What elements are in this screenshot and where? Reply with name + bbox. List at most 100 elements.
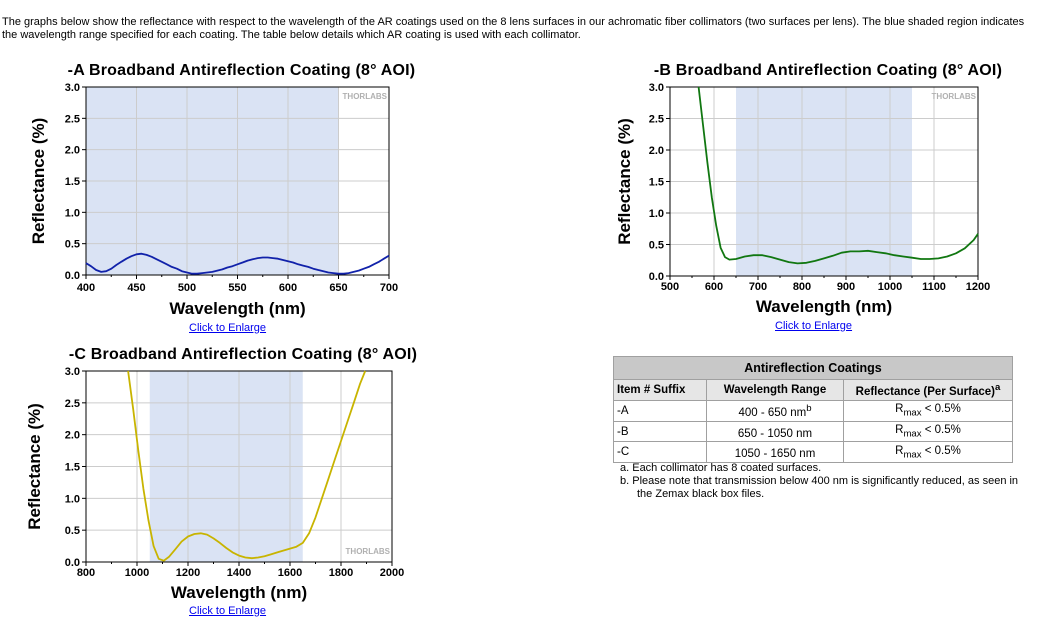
y-tick-label: 2.5 [649,114,664,126]
x-tick-label: 900 [837,281,855,293]
row-r-sub: max [903,407,922,419]
x-axis-label: Wavelength (nm) [756,297,892,316]
x-axis-label: Wavelength (nm) [171,583,307,602]
x-tick-label: 1800 [329,567,353,579]
y-axis-label: Reflectance (%) [615,118,634,245]
x-tick-label: 700 [749,281,767,293]
y-axis-label: Reflectance (%) [25,403,44,530]
chart-a-panel: -A Broadband Antireflection Coating (8° … [20,58,415,323]
series-line [85,252,390,275]
table-row: -A 400 - 650 nmb Rmax < 0.5% [613,399,1013,422]
y-tick-label: 1.0 [65,493,80,505]
row-r-value: < 0.5% [921,423,961,436]
y-tick-label: 1.5 [649,177,664,189]
x-tick-label: 1400 [227,567,251,579]
row-suffix: -B [613,420,707,443]
row-range: 400 - 650 nmb [706,399,844,422]
x-tick-label: 600 [279,282,297,294]
y-tick-label: 1.5 [65,176,80,188]
enlarge-link-c[interactable]: Click to Enlarge [189,605,267,617]
x-tick-label: 500 [178,282,196,294]
row-reflectance: Rmax < 0.5% [843,441,1013,464]
x-tick-label: 550 [228,282,246,294]
chart-c: -C Broadband Antireflection Coating (8° … [25,346,417,602]
y-tick-label: 1.0 [65,207,80,219]
x-tick-label: 650 [329,282,347,294]
thorlabs-watermark: THORLABS [343,92,388,101]
enlarge-link-b[interactable]: Click to Enlarge [775,320,853,332]
x-tick-label: 1000 [878,281,902,293]
chart-a: -A Broadband Antireflection Coating (8° … [29,62,415,318]
plot-frame [669,86,979,277]
row-range-value: 400 - 650 nm [738,406,807,419]
note-a: a. Each collimator has 8 coated surfaces… [620,462,822,474]
y-tick-label: 2.0 [649,145,664,157]
table-caption: Antireflection Coatings [613,356,1013,380]
row-range: 650 - 1050 nm [706,420,844,443]
row-range-footnote: b [806,402,812,414]
x-tick-label: 800 [793,281,811,293]
chart-title: -C Broadband Antireflection Coating (8° … [69,346,417,363]
table-row: -B 650 - 1050 nm Rmax < 0.5% [613,420,1013,443]
y-tick-label: 3.0 [65,82,80,94]
y-tick-label: 2.0 [65,145,80,157]
chart-b-panel: -B Broadband Antireflection Coating (8° … [610,58,1010,323]
table-notes: a. Each collimator has 8 coated surfaces… [620,462,1020,501]
row-r-sub: max [903,449,922,461]
x-tick-label: 600 [705,281,723,293]
x-tick-label: 400 [77,282,95,294]
x-tick-label: 1200 [176,567,200,579]
header-reflectance: Reflectance (Per Surface)a [843,379,1013,401]
header-reflectance-label: Reflectance (Per Surface) [855,385,995,398]
chart-c-panel: -C Broadband Antireflection Coating (8° … [20,342,417,607]
row-r-symbol: R [895,403,904,416]
row-suffix: -A [613,399,707,422]
thorlabs-watermark: THORLABS [932,92,977,101]
y-axis-label: Reflectance (%) [29,118,48,245]
series-line [697,86,979,265]
row-r-sub: max [903,428,922,440]
x-tick-label: 800 [77,567,95,579]
y-tick-label: 3.0 [65,366,80,378]
x-tick-label: 1000 [125,567,149,579]
chart-b: -B Broadband Antireflection Coating (8° … [615,62,1002,316]
x-axis-label: Wavelength (nm) [169,299,305,318]
y-tick-label: 2.5 [65,398,80,410]
x-tick-label: 500 [661,281,679,293]
y-tick-label: 1.5 [65,462,80,474]
table-header-row: Item # Suffix Wavelength Range Reflectan… [613,379,1013,401]
intro-text: The graphs below show the reflectance wi… [2,16,1025,41]
chart-title: -B Broadband Antireflection Coating (8° … [654,62,1002,79]
row-r-value: < 0.5% [921,444,961,457]
header-suffix: Item # Suffix [613,379,707,401]
y-tick-label: 2.0 [65,430,80,442]
row-range-value: 650 - 1050 nm [737,427,813,440]
header-range: Wavelength Range [706,379,844,401]
row-range-value: 1050 - 1650 nm [734,448,816,461]
y-tick-label: 0.0 [65,270,80,282]
x-tick-label: 1100 [922,281,946,293]
y-tick-label: 0.5 [649,240,664,252]
x-tick-label: 2000 [380,567,404,579]
thorlabs-watermark: THORLABS [346,547,391,556]
plot-frame [85,86,390,276]
y-tick-label: 0.5 [65,239,80,251]
row-r-symbol: R [895,423,904,436]
x-tick-label: 1600 [278,567,302,579]
coatings-table: Antireflection Coatings Item # Suffix Wa… [613,356,1013,464]
table-row: -C 1050 - 1650 nm Rmax < 0.5% [613,441,1013,464]
row-suffix: -C [613,441,707,464]
row-reflectance: Rmax < 0.5% [843,420,1013,443]
header-footnote-a: a [995,382,1001,393]
y-tick-label: 0.0 [649,271,664,283]
plot-frame [85,370,393,563]
row-r-value: < 0.5% [921,403,961,416]
y-tick-label: 0.0 [65,557,80,569]
y-tick-label: 2.5 [65,113,80,125]
enlarge-link-a[interactable]: Click to Enlarge [189,322,267,334]
x-tick-label: 700 [380,282,398,294]
x-tick-label: 1200 [966,281,990,293]
chart-title: -A Broadband Antireflection Coating (8° … [68,62,416,79]
y-tick-label: 1.0 [649,208,664,220]
note-b: b. Please note that transmission below 4… [620,475,1019,500]
